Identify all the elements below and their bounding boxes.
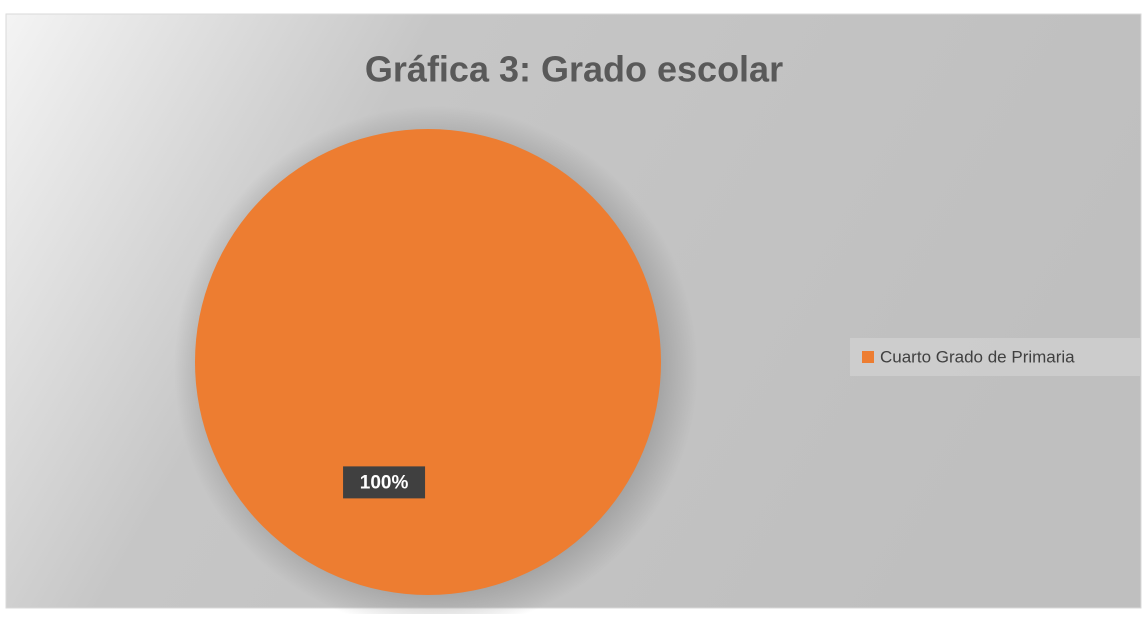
legend: Cuarto Grado de Primaria: [850, 338, 1140, 376]
pie-slice: [195, 129, 661, 595]
data-label: 100%: [360, 472, 409, 493]
legend-background: [850, 338, 1140, 376]
legend-label: Cuarto Grado de Primaria: [880, 347, 1075, 366]
chart-title: Gráfica 3: Grado escolar: [365, 49, 783, 90]
pie: 100%: [195, 129, 661, 595]
legend-swatch: [862, 351, 874, 363]
data-label-box: [343, 466, 426, 499]
